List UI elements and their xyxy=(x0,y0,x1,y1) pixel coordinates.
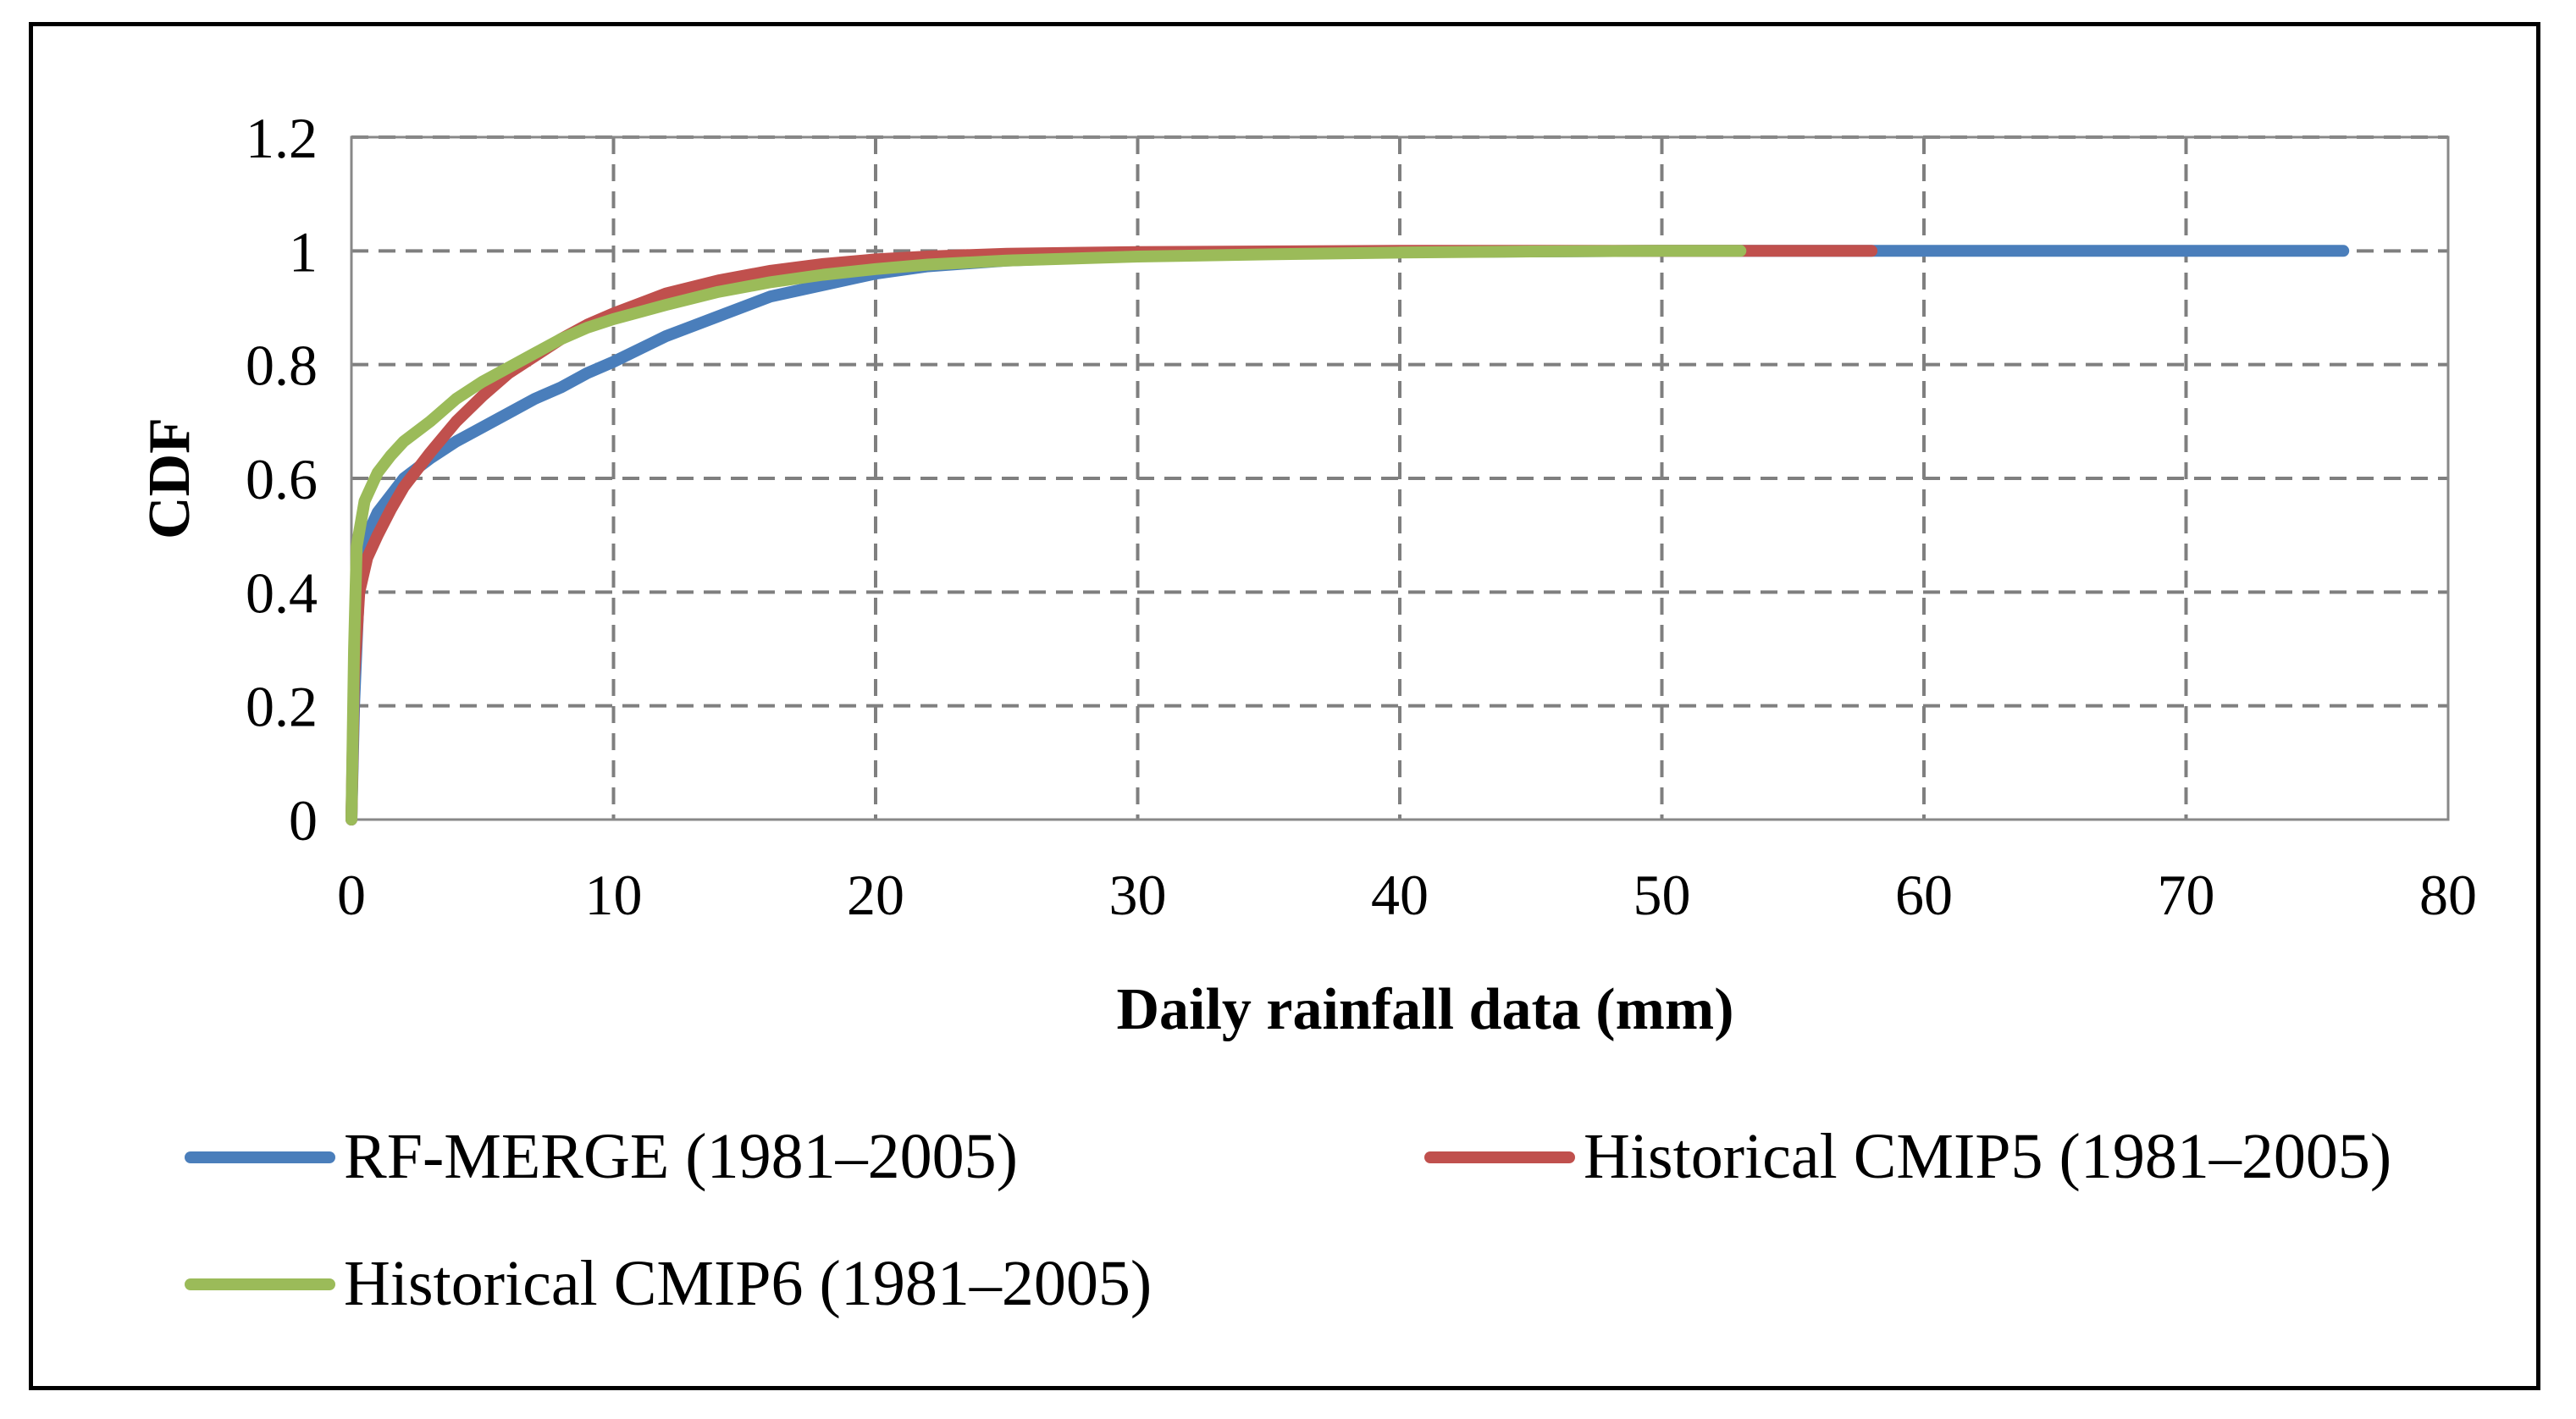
cdf-chart: 0 0.2 0.4 0.6 0.8 1 1.2 0 10 20 30 40 50 60 70 80 Dail… xyxy=(137,106,2477,1319)
y-axis-tick-labels: 0 0.2 0.4 0.6 0.8 1 1.2 xyxy=(246,106,318,853)
legend-label-historical-cmip6: Historical CMIP6 (1981–2005) xyxy=(344,1248,1152,1319)
y-tick-label: 0 xyxy=(289,788,318,853)
y-tick-label: 0.2 xyxy=(246,675,318,739)
series-line-historical-cmip6 xyxy=(345,245,1747,825)
x-tick-label: 50 xyxy=(1633,863,1691,927)
series-lines xyxy=(345,245,2350,825)
x-tick-label: 20 xyxy=(847,863,904,927)
plot-area-border xyxy=(350,135,2450,821)
y-tick-label: 0.6 xyxy=(246,447,318,511)
y-tick-label: 0.4 xyxy=(246,560,318,625)
y-tick-label: 1.2 xyxy=(246,106,318,170)
x-tick-label: 30 xyxy=(1109,863,1167,927)
grid-lines xyxy=(351,135,2448,821)
legend: RF-MERGE (1981–2005) Historical CMIP5 (1… xyxy=(185,1121,2391,1319)
figure-frame: 0 0.2 0.4 0.6 0.8 1 1.2 0 10 20 30 40 50 60 70 80 Dail… xyxy=(29,22,2540,1390)
x-tick-label: 40 xyxy=(1371,863,1429,927)
x-axis-title: Daily rainfall data (mm) xyxy=(1116,977,1733,1042)
x-axis-tick-labels: 0 10 20 30 40 50 60 70 80 xyxy=(337,863,2477,927)
series-line-rf-merge xyxy=(345,245,2350,825)
x-tick-label: 60 xyxy=(1895,863,1953,927)
x-tick-label: 80 xyxy=(2419,863,2477,927)
x-tick-label: 10 xyxy=(585,863,643,927)
legend-label-rf-merge: RF-MERGE (1981–2005) xyxy=(344,1121,1018,1192)
y-axis-title: CDF xyxy=(137,417,202,539)
y-tick-label: 0.8 xyxy=(246,334,318,398)
x-tick-label: 0 xyxy=(337,863,366,927)
y-tick-label: 1 xyxy=(289,219,318,284)
legend-label-historical-cmip5: Historical CMIP5 (1981–2005) xyxy=(1584,1121,2391,1192)
x-tick-label: 70 xyxy=(2158,863,2215,927)
